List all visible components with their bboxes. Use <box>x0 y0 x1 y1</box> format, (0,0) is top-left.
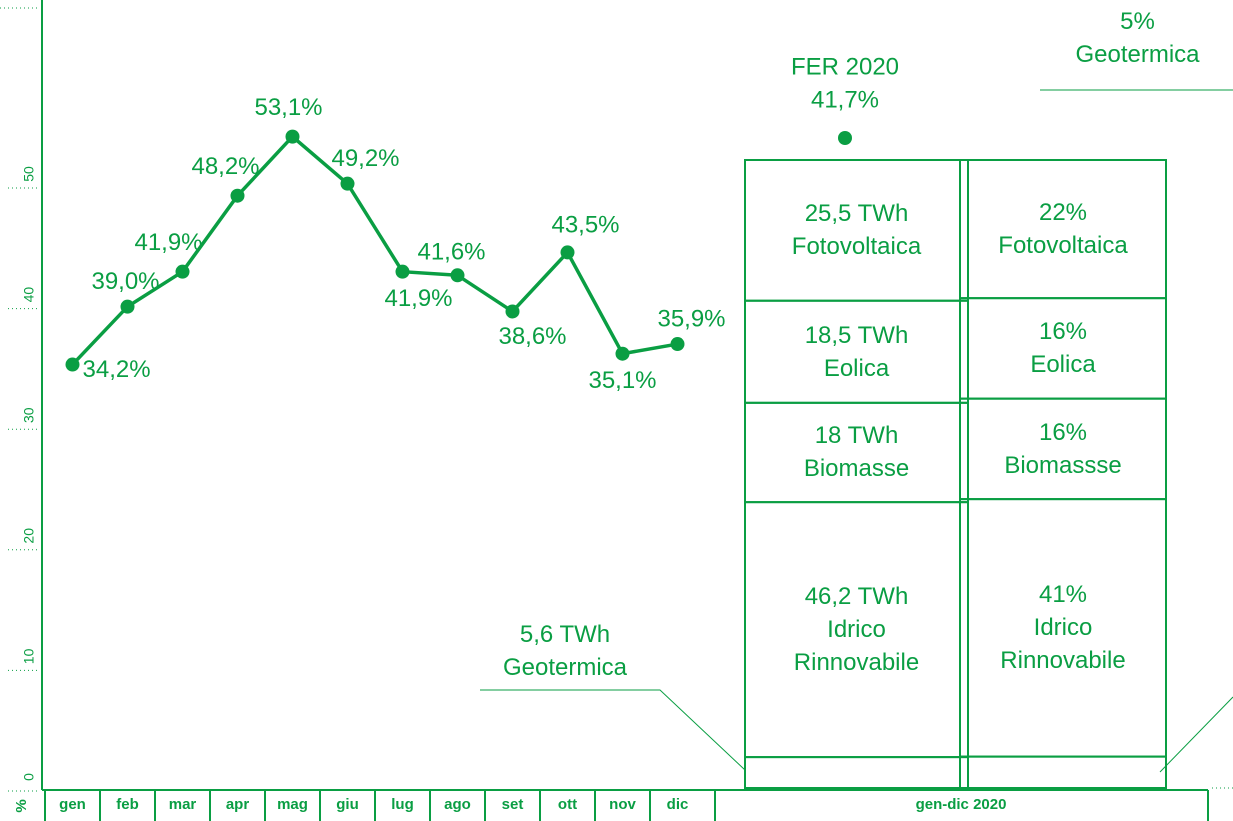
segment-label: 5,6 TWh <box>519 621 611 648</box>
line <box>71 134 678 366</box>
stack-segment <box>744 159 969 302</box>
point <box>65 357 80 372</box>
x-tick-label: ott <box>558 796 577 813</box>
data-label: 35,1% <box>588 367 656 394</box>
stack-segment <box>744 756 969 790</box>
segment-label: 41% <box>1038 581 1088 609</box>
segment-name: Idrico Rinnovabile <box>1000 614 1126 675</box>
data-label: 41,6% <box>417 239 485 266</box>
point <box>340 176 355 191</box>
segment-label: 5% <box>1120 8 1155 35</box>
segment-name: Biomasse <box>803 455 910 483</box>
data-label: 43,5% <box>551 212 619 239</box>
segment-name: Geotermica <box>1075 41 1200 68</box>
data-label: 39,0% <box>91 268 159 295</box>
segment-label: 18 TWh <box>814 422 899 450</box>
stack-segment <box>959 755 1167 789</box>
data-label: 35,9% <box>657 305 725 332</box>
x-tick-label: set <box>502 796 524 813</box>
point <box>120 299 135 314</box>
segment-name: Geotermica <box>502 654 628 681</box>
point <box>450 268 465 283</box>
data-label: 41,9% <box>384 285 452 312</box>
x-tick-label: giu <box>336 796 359 813</box>
x-tick-label: lug <box>391 796 414 813</box>
stack-segment <box>959 159 1167 300</box>
point <box>230 188 245 203</box>
data-label: 38,6% <box>498 323 566 350</box>
data-label: 49,2% <box>331 145 399 172</box>
segment-name: Fotovoltaica <box>791 233 922 261</box>
x-tick-label: dic <box>667 796 689 813</box>
segment-name: Fotovoltaica <box>998 232 1128 260</box>
x-tick-label: gen-dic 2020 <box>916 796 1007 813</box>
segment-name: Biomassse <box>1004 451 1122 479</box>
point <box>560 245 575 260</box>
x-tick-label: ago <box>444 796 471 813</box>
segment-name: Idrico Rinnovabile <box>793 616 920 677</box>
point <box>615 346 630 361</box>
data-label: 48,2% <box>191 153 259 180</box>
y-tick-label: 0 <box>21 773 37 781</box>
y-axis-label: % <box>13 799 30 812</box>
annotation-title: FER 2020 <box>791 53 899 80</box>
segment-label: 16% <box>1038 318 1088 346</box>
x-tick-label: nov <box>609 796 636 813</box>
x-tick-label: mag <box>277 796 308 813</box>
y-tick-label: 30 <box>21 407 37 423</box>
point <box>175 264 190 279</box>
y-tick-label: 50 <box>21 166 37 182</box>
x-tick-label: feb <box>116 796 139 813</box>
x-tick-label: gen <box>59 796 86 813</box>
segment-label: 46,2 TWh <box>804 583 909 611</box>
leader-line <box>1159 696 1233 773</box>
data-label: 53,1% <box>254 94 322 121</box>
point <box>670 337 685 352</box>
segment-name: Eolica <box>823 354 890 382</box>
data-label: 41,9% <box>134 229 202 256</box>
segment-label: 25,5 TWh <box>804 200 909 228</box>
data-label: 34,2% <box>83 356 151 383</box>
leader-line <box>480 689 746 771</box>
x-tick-label: apr <box>226 796 250 813</box>
segment-name: Eolica <box>1030 351 1096 379</box>
y-tick-label: 40 <box>21 287 37 303</box>
point <box>505 304 520 319</box>
x-tick-label: mar <box>169 796 197 813</box>
annotation-label: 41,7% <box>811 86 879 113</box>
annotation-dot <box>838 131 852 145</box>
point <box>285 129 300 144</box>
y-tick-label: 20 <box>21 528 37 544</box>
segment-label: 18,5 TWh <box>804 321 909 349</box>
segment-label: 22% <box>1038 199 1088 227</box>
point <box>395 264 410 279</box>
segment-label: 16% <box>1038 418 1088 446</box>
y-tick-label: 10 <box>21 648 37 664</box>
